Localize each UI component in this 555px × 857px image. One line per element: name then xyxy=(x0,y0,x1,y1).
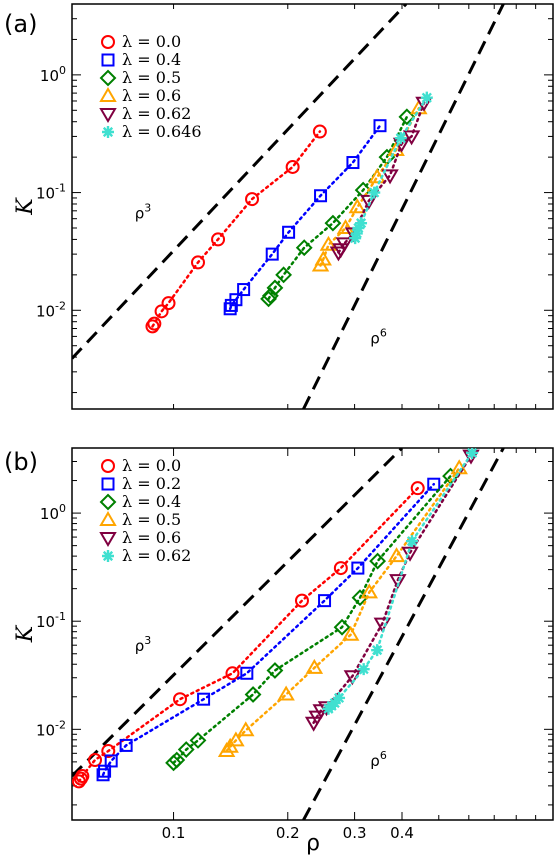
legend: λ = 0.0λ = 0.2λ = 0.4λ = 0.5λ = 0.6λ = 0… xyxy=(101,456,191,565)
guide-line-ρ6 xyxy=(303,4,503,409)
legend-marker xyxy=(101,533,115,545)
y-tick-label: 10-1 xyxy=(36,182,66,203)
x-tick-label: 0.3 xyxy=(343,824,367,842)
legend-label: λ = 0.646 xyxy=(122,122,202,141)
y-tick-label: 10-1 xyxy=(36,610,66,631)
x-axis-label: ρ xyxy=(306,831,320,856)
data-point xyxy=(371,644,383,656)
x-tick-label: 0.1 xyxy=(162,824,186,842)
y-tick-label: 10-2 xyxy=(36,299,66,320)
legend-label: λ = 0.2 xyxy=(122,474,181,493)
legend-label: λ = 0.0 xyxy=(122,32,181,51)
data-point xyxy=(466,447,478,459)
panel-label: (a) xyxy=(4,10,37,38)
data-point xyxy=(226,667,238,679)
chart-panel-a: 10-2 10-1 100 K (a) ρ3 ρ6 λ = 0.0λ = 0.4λ = 0.5… xyxy=(4,4,553,409)
y-tick-label: 100 xyxy=(40,64,66,85)
legend-marker xyxy=(103,479,114,490)
legend: λ = 0.0λ = 0.4λ = 0.5λ = 0.6λ = 0.62λ = … xyxy=(101,32,202,141)
legend-marker xyxy=(102,36,114,48)
legend-marker xyxy=(102,550,114,562)
guide-label-ρ3: ρ3 xyxy=(135,202,152,223)
legend-label: λ = 0.5 xyxy=(122,68,181,87)
y-tick-label: 10-2 xyxy=(36,718,66,739)
series-line xyxy=(174,476,451,763)
legend-label: λ = 0.0 xyxy=(122,456,181,475)
data-point xyxy=(421,92,433,104)
legend-marker xyxy=(103,55,114,66)
legend-label: λ = 0.5 xyxy=(122,510,181,529)
data-point xyxy=(163,297,175,309)
series-diamond xyxy=(262,110,414,306)
legend-marker xyxy=(101,109,115,121)
guide-label-ρ3: ρ3 xyxy=(135,634,152,655)
series-line xyxy=(227,468,460,751)
data-point xyxy=(406,535,418,547)
data-point xyxy=(358,663,370,675)
legend-label: λ = 0.6 xyxy=(122,86,181,105)
panel-label: (b) xyxy=(4,448,38,476)
legend-label: λ = 0.62 xyxy=(122,546,191,565)
series-triangle-down xyxy=(307,451,478,730)
y-axis-label: K xyxy=(13,624,38,643)
data-point xyxy=(287,161,299,173)
x-tick-label: 0.2 xyxy=(276,824,300,842)
x-tick-label: 0.4 xyxy=(390,824,414,842)
legend-marker xyxy=(102,126,114,138)
legend-marker xyxy=(101,89,115,101)
legend-label: λ = 0.62 xyxy=(122,104,191,123)
data-point xyxy=(241,668,252,679)
legend-label: λ = 0.6 xyxy=(122,528,181,547)
series-line xyxy=(230,126,380,309)
guide-label-ρ6: ρ6 xyxy=(370,327,387,348)
series-line xyxy=(355,98,427,239)
legend-marker xyxy=(101,71,115,85)
data-point xyxy=(390,549,404,561)
legend-label: λ = 0.4 xyxy=(122,492,181,511)
data-point xyxy=(355,217,367,229)
legend-marker xyxy=(101,513,115,525)
legend-label: λ = 0.4 xyxy=(122,50,181,69)
legend-marker xyxy=(102,460,114,472)
legend-marker xyxy=(101,495,115,509)
series-diamond xyxy=(167,469,458,770)
data-point xyxy=(368,187,380,199)
series-line xyxy=(269,117,407,299)
y-axis-label: K xyxy=(13,197,38,216)
y-tick-label: 100 xyxy=(40,502,66,523)
guide-label-ρ6: ρ6 xyxy=(370,749,387,770)
data-point xyxy=(395,132,407,144)
data-point xyxy=(333,692,345,704)
